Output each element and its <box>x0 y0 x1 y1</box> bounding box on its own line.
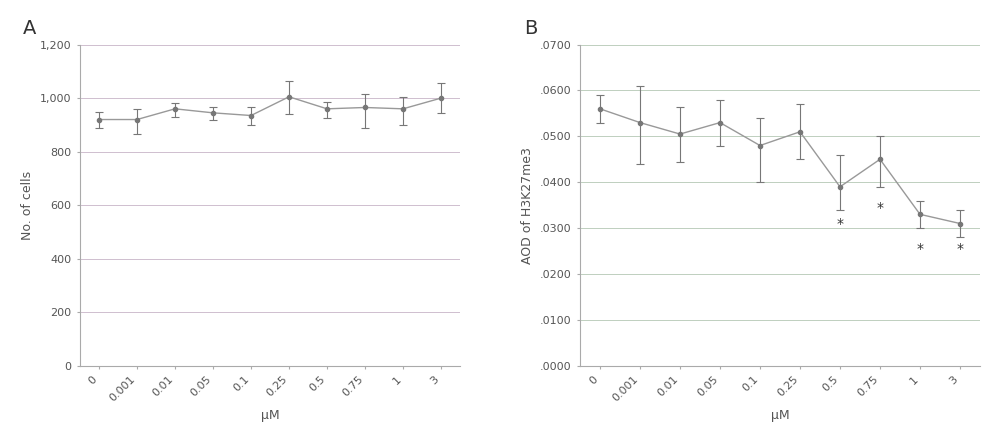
Y-axis label: No. of cells: No. of cells <box>21 171 34 240</box>
Y-axis label: AOD of H3K27me3: AOD of H3K27me3 <box>521 147 534 264</box>
Text: *: * <box>956 242 964 256</box>
Text: *: * <box>916 242 924 256</box>
Text: *: * <box>876 201 884 215</box>
X-axis label: μM: μM <box>771 409 789 422</box>
X-axis label: μM: μM <box>261 409 279 422</box>
Text: *: * <box>836 217 844 231</box>
Text: B: B <box>524 19 537 38</box>
Text: A: A <box>23 19 36 38</box>
